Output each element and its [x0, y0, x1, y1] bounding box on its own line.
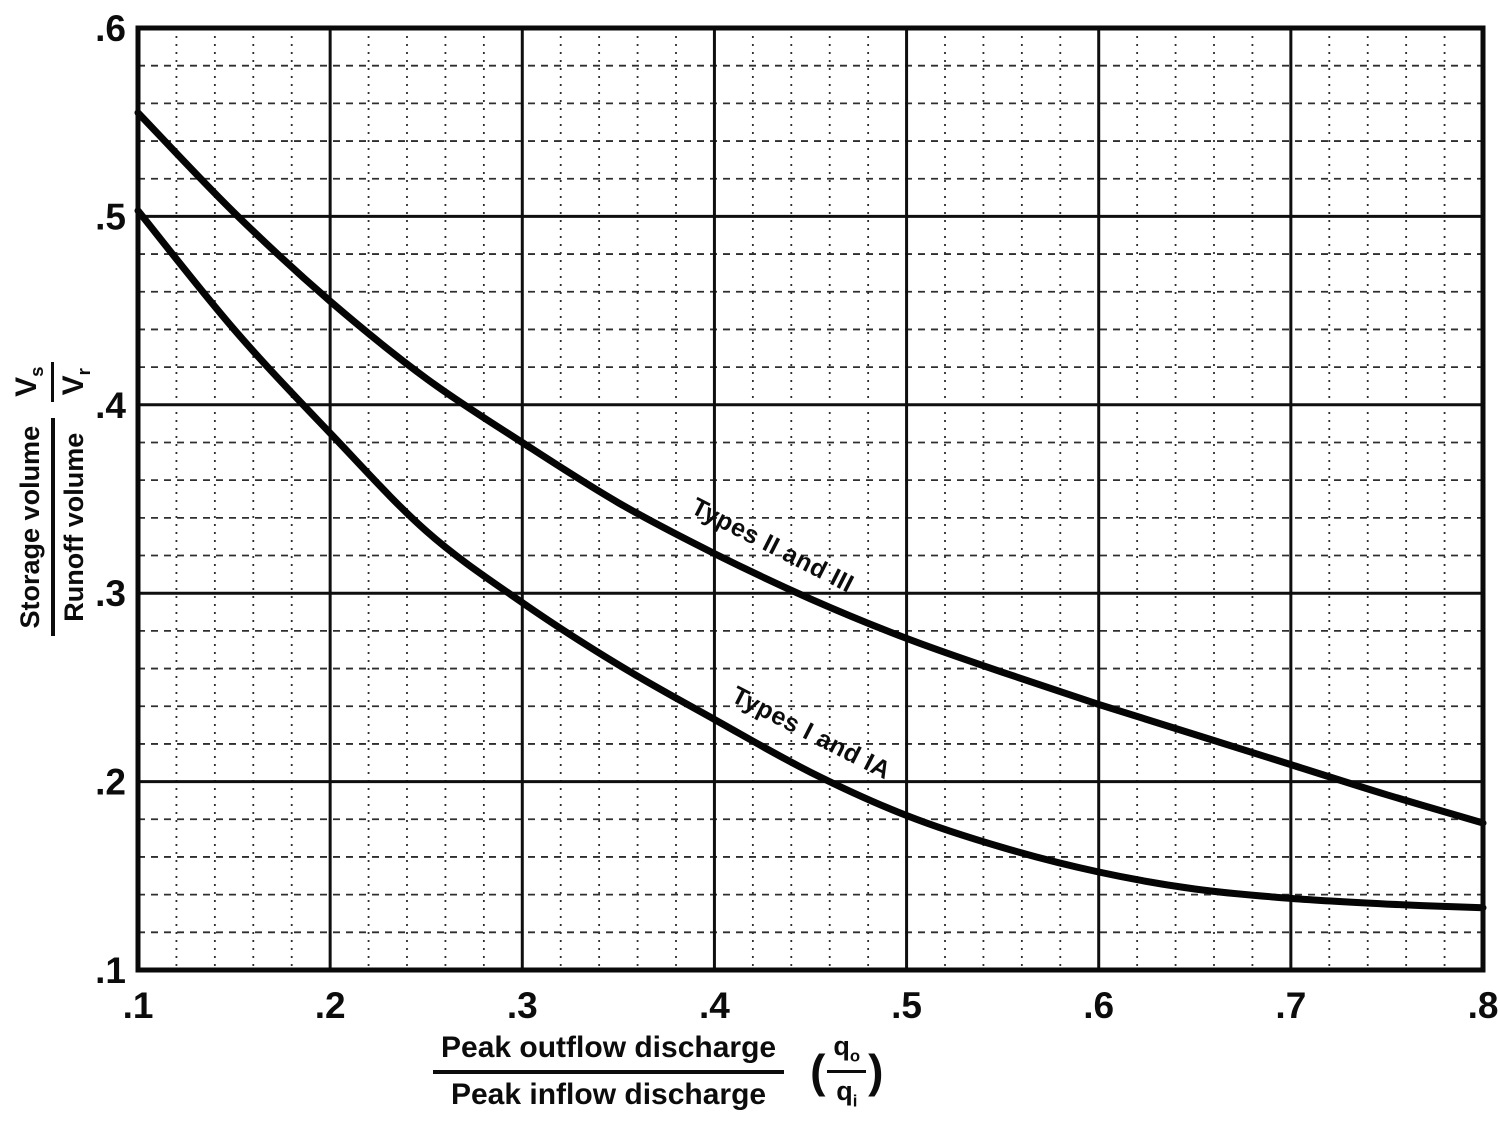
- x-axis-symbol-den-sub: i: [852, 1090, 858, 1110]
- x-tick-label: .3: [507, 985, 538, 1026]
- x-axis-symbol-group: ( qo qi ): [810, 1031, 883, 1111]
- y-tick-label: .6: [95, 8, 126, 49]
- x-axis-title: Peak outflow discharge Peak inflow disch…: [433, 1030, 883, 1112]
- y-axis-symbol-num-base: V: [9, 376, 43, 397]
- x-tick-label: .5: [891, 985, 922, 1026]
- y-tick-label: .4: [95, 385, 126, 426]
- x-axis-symbol-num-sub: o: [849, 1046, 861, 1066]
- y-axis-symbol-denominator: Vr: [54, 362, 95, 402]
- y-axis-title: Storage volume Runoff volume Vs Vr: [5, 339, 99, 659]
- close-paren: ): [868, 1045, 884, 1097]
- x-tick-label: .4: [699, 985, 730, 1026]
- y-tick-label: .1: [95, 950, 126, 991]
- y-tick-label: .3: [95, 573, 126, 614]
- x-tick-label: .6: [1083, 985, 1114, 1026]
- curve-types-ii-and-iii: [134, 109, 1487, 827]
- plot-border: [135, 25, 1486, 973]
- y-tick-label: .5: [95, 196, 126, 237]
- x-tick-label: .2: [315, 985, 346, 1026]
- x-tick-label: .1: [123, 985, 154, 1026]
- y-tick-label: .2: [95, 762, 126, 803]
- y-axis-symbol-numerator: Vs: [9, 361, 54, 402]
- x-axis-symbol-denominator: qi: [827, 1073, 866, 1111]
- x-axis-label-denominator: Peak inflow discharge: [450, 1078, 767, 1111]
- open-paren: (: [810, 1045, 826, 1097]
- y-axis-label-fraction: Storage volume Runoff volume: [14, 417, 90, 637]
- x-axis-symbol-fraction: qo qi: [827, 1031, 867, 1111]
- y-axis-label-denominator: Runoff volume: [59, 432, 89, 622]
- x-axis-symbol-num-base: q: [833, 1031, 850, 1062]
- y-axis-label-numerator: Storage volume: [14, 417, 55, 637]
- y-axis-symbol-num-sub: s: [25, 366, 47, 377]
- y-axis-symbol-den-base: V: [56, 375, 90, 396]
- x-axis-label-fraction: Peak outflow discharge Peak inflow disch…: [433, 1030, 785, 1112]
- y-axis-symbol-den-sub: r: [72, 368, 94, 376]
- y-axis-symbol-fraction: Vs Vr: [9, 361, 95, 402]
- x-tick-label: .8: [1468, 985, 1499, 1026]
- x-axis-symbol-numerator: qo: [827, 1031, 867, 1073]
- curve-types-i-and-ia: [134, 207, 1487, 912]
- x-tick-label: .7: [1275, 985, 1306, 1026]
- x-axis-label-numerator: Peak outflow discharge: [433, 1030, 785, 1074]
- x-axis-symbol-den-base: q: [836, 1075, 853, 1106]
